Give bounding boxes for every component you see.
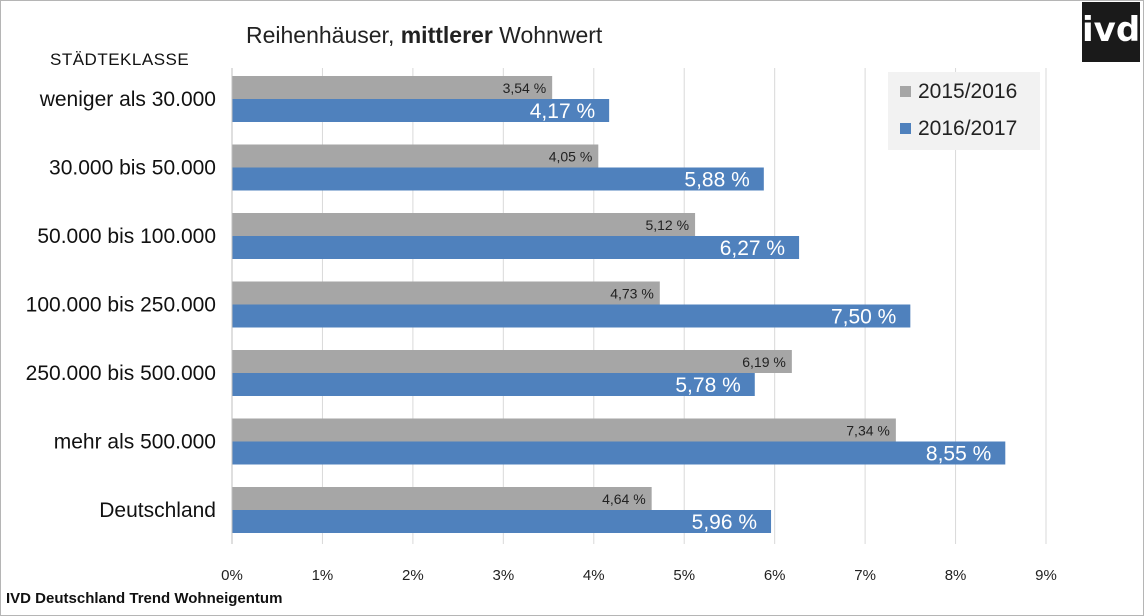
chart-title-bold: mittlerer — [400, 22, 493, 48]
legend-label: 2015/2016 — [918, 80, 1017, 103]
bar-series2 — [232, 99, 610, 122]
data-label-series1: 3,54 % — [503, 80, 547, 96]
x-tick-label: 1% — [312, 567, 334, 584]
legend-box — [888, 72, 1040, 150]
data-label-series2: 7,50 % — [831, 306, 896, 329]
x-tick-label: 6% — [764, 567, 786, 584]
data-label-series1: 4,73 % — [610, 286, 654, 302]
legend-swatch — [900, 123, 911, 134]
x-tick-label: 9% — [1035, 567, 1057, 584]
ivd-logo: ivd — [1082, 2, 1140, 62]
category-label: 50.000 bis 100.000 — [37, 225, 216, 248]
category-label: 100.000 bis 250.000 — [26, 294, 216, 317]
category-label: 250.000 bis 500.000 — [26, 362, 216, 385]
bar-series2 — [232, 441, 1006, 465]
legend-swatch — [900, 86, 911, 97]
bar-series1 — [232, 76, 553, 99]
data-label-series2: 4,17 % — [530, 100, 595, 123]
legend-label: 2016/2017 — [918, 117, 1017, 140]
x-tick-label: 0% — [221, 567, 243, 584]
category-label: mehr als 500.000 — [54, 431, 216, 454]
chart-title-prefix: Reihenhäuser, — [246, 22, 395, 48]
chart-title-suffix: Wohnwert — [499, 22, 603, 48]
data-label-series2: 5,96 % — [692, 511, 757, 534]
category-label: Deutschland — [99, 499, 216, 522]
data-label-series1: 5,12 % — [645, 217, 689, 233]
bar-series1 — [232, 487, 652, 510]
bar-series1 — [232, 213, 696, 236]
category-label: 30.000 bis 50.000 — [49, 157, 216, 180]
x-tick-label: 8% — [945, 567, 967, 584]
x-tick-label: 7% — [854, 567, 876, 584]
bar-series2 — [232, 510, 772, 533]
data-label-series1: 4,64 % — [602, 491, 646, 507]
bar-series2 — [232, 304, 911, 328]
category-label: weniger als 30.000 — [39, 88, 216, 111]
bar-series1 — [232, 281, 660, 305]
bar-series1 — [232, 350, 792, 373]
data-label-series1: 7,34 % — [846, 423, 890, 439]
x-tick-label: 4% — [583, 567, 605, 584]
bar-series2 — [232, 236, 800, 259]
bar-series1 — [232, 418, 896, 442]
x-tick-label: 3% — [492, 567, 514, 584]
bar-series2 — [232, 167, 764, 191]
source-note: IVD Deutschland Trend Wohneigentum — [6, 590, 283, 607]
data-label-series1: 4,05 % — [549, 149, 593, 165]
category-axis-header: STÄDTEKLASSE — [50, 50, 190, 69]
bar-series2 — [232, 373, 755, 396]
bar-series1 — [232, 144, 599, 168]
x-tick-label: 2% — [402, 567, 424, 584]
data-label-series2: 5,88 % — [684, 169, 749, 192]
data-label-series2: 5,78 % — [675, 374, 740, 397]
data-label-series1: 6,19 % — [742, 354, 786, 370]
data-label-series2: 8,55 % — [926, 443, 991, 466]
chart-title: Reihenhäuser, mittlerer Wohnwert — [246, 22, 602, 49]
data-label-series2: 6,27 % — [720, 237, 785, 260]
x-tick-label: 5% — [673, 567, 695, 584]
